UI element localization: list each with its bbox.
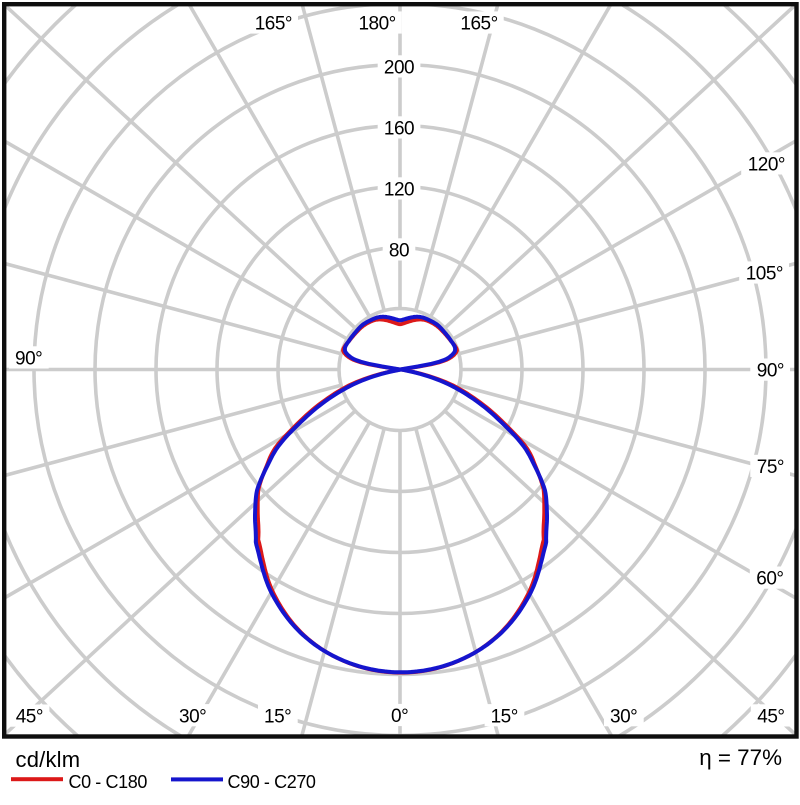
svg-text:30°: 30° [610, 706, 637, 727]
svg-text:C0 - C180: C0 - C180 [69, 772, 148, 792]
svg-text:105°: 105° [746, 264, 783, 285]
svg-text:165°: 165° [460, 14, 497, 35]
svg-text:200: 200 [384, 58, 414, 79]
svg-text:75°: 75° [757, 457, 784, 478]
svg-text:180°: 180° [358, 14, 395, 35]
svg-text:120: 120 [384, 180, 414, 201]
svg-text:45°: 45° [757, 707, 784, 728]
svg-text:165°: 165° [255, 14, 292, 35]
svg-text:160: 160 [384, 119, 414, 140]
svg-text:15°: 15° [491, 706, 518, 727]
svg-text:90°: 90° [757, 361, 784, 382]
svg-text:C90 - C270: C90 - C270 [228, 772, 316, 792]
svg-text:30°: 30° [179, 706, 206, 727]
svg-text:cd/klm: cd/klm [16, 747, 81, 772]
svg-text:90°: 90° [15, 349, 42, 370]
svg-text:0°: 0° [391, 706, 408, 727]
svg-text:120°: 120° [748, 155, 785, 176]
svg-text:60°: 60° [756, 569, 783, 590]
svg-text:45°: 45° [16, 707, 43, 728]
svg-text:15°: 15° [264, 706, 291, 727]
svg-text:80: 80 [389, 241, 409, 262]
svg-text:η = 77%: η = 77% [699, 745, 782, 770]
